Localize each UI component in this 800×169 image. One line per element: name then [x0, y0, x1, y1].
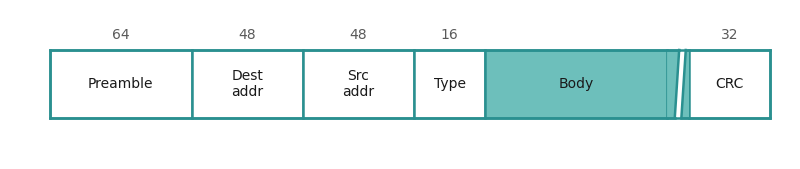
Text: 16: 16: [441, 28, 458, 42]
Text: 48: 48: [238, 28, 256, 42]
Polygon shape: [674, 50, 686, 118]
Text: CRC: CRC: [715, 77, 744, 91]
Bar: [485, 50, 667, 118]
Text: Type: Type: [434, 77, 466, 91]
Polygon shape: [667, 50, 679, 118]
Text: 32: 32: [721, 28, 738, 42]
Text: Src
addr: Src addr: [342, 69, 374, 99]
Polygon shape: [682, 50, 689, 118]
Text: Body: Body: [558, 77, 594, 91]
Bar: [414, 50, 485, 118]
Text: Dest
addr: Dest addr: [231, 69, 263, 99]
Bar: [689, 50, 770, 118]
Text: 64: 64: [112, 28, 130, 42]
Bar: [192, 50, 303, 118]
Bar: [50, 50, 192, 118]
Text: Preamble: Preamble: [88, 77, 154, 91]
Bar: [303, 50, 414, 118]
Text: 48: 48: [350, 28, 367, 42]
